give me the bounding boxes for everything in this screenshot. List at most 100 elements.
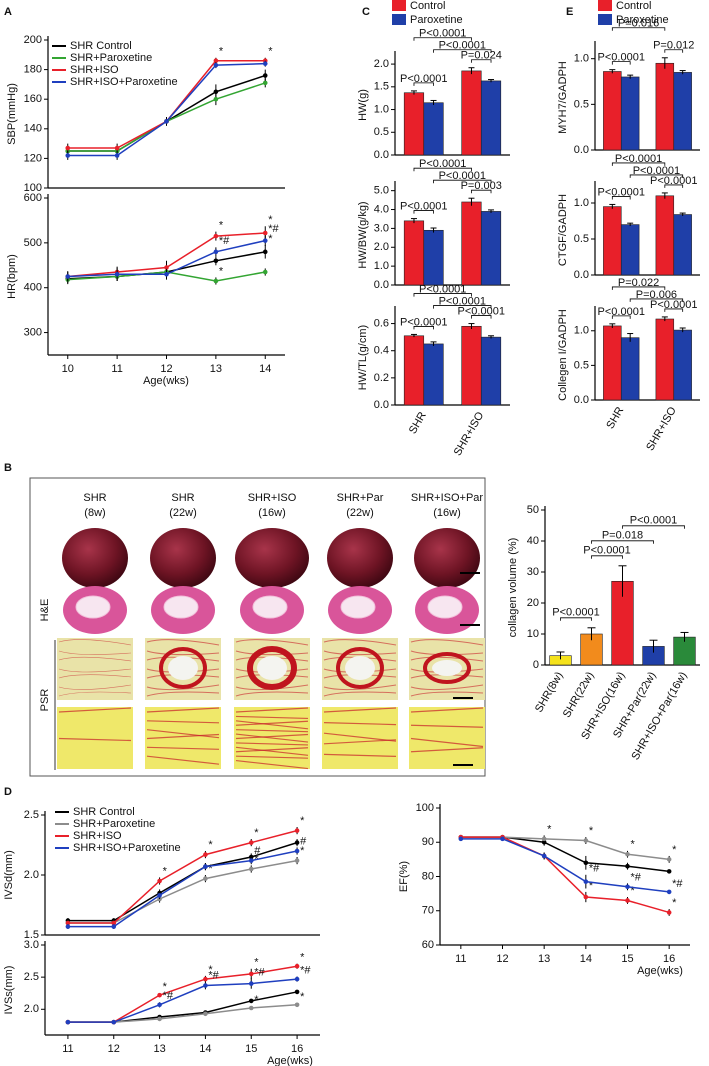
y-tick-label: 30 bbox=[527, 566, 539, 578]
bar bbox=[620, 337, 640, 401]
series-line bbox=[67, 850, 298, 928]
y-tick-label: 0.4 bbox=[374, 345, 389, 357]
point bbox=[583, 894, 589, 900]
significance-label: * bbox=[631, 885, 636, 897]
point bbox=[248, 1005, 254, 1011]
p-value: P=0.018 bbox=[602, 530, 643, 542]
y-axis-label: CTGF/GADPH bbox=[557, 194, 569, 266]
point bbox=[203, 852, 208, 857]
psr-fiber bbox=[146, 639, 220, 646]
psr-fiber bbox=[146, 729, 220, 739]
point bbox=[625, 851, 630, 857]
psr-fiber bbox=[146, 650, 220, 656]
y-tick-label: 3.0 bbox=[374, 222, 389, 234]
psr-fiber bbox=[146, 755, 220, 765]
bar bbox=[673, 329, 692, 401]
legend-label: SHR Control bbox=[70, 40, 132, 52]
point bbox=[213, 62, 219, 68]
significance-label: * bbox=[163, 865, 168, 877]
x-tick-label: SHR+ISO bbox=[644, 405, 679, 453]
row-label: H&E bbox=[39, 599, 51, 622]
y-tick-label: 1.5 bbox=[374, 81, 389, 93]
psr-fiber bbox=[58, 674, 132, 679]
point bbox=[262, 269, 268, 275]
point bbox=[111, 924, 117, 929]
y-tick-label: 0.5 bbox=[374, 126, 389, 138]
psr-fiber bbox=[235, 691, 309, 697]
y-tick-label: 5.0 bbox=[374, 185, 389, 197]
comparison-bracket bbox=[591, 555, 623, 559]
point bbox=[294, 963, 300, 969]
point bbox=[583, 860, 589, 866]
point bbox=[458, 836, 464, 842]
psr-fiber bbox=[146, 733, 220, 740]
bar bbox=[461, 70, 482, 156]
x-tick-label: SHR(8w) bbox=[533, 670, 566, 715]
p-value: P<0.0001 bbox=[439, 295, 486, 307]
comparison-bracket bbox=[433, 179, 492, 184]
point bbox=[666, 910, 672, 915]
psr-vessel-wall bbox=[247, 646, 297, 690]
legend-label: SHR+ISO bbox=[70, 64, 119, 76]
point bbox=[157, 1002, 162, 1008]
significance-label: * bbox=[219, 220, 224, 232]
significance-label: * bbox=[672, 897, 677, 909]
comparison-bracket bbox=[413, 37, 472, 41]
y-tick-label: 0.5 bbox=[574, 98, 589, 110]
x-tick-label: SHR(22w) bbox=[561, 670, 597, 720]
significance-label: * bbox=[300, 845, 305, 857]
p-value: P=0.016 bbox=[618, 18, 659, 30]
point bbox=[262, 230, 268, 236]
point bbox=[164, 119, 169, 124]
p-value: P<0.0001 bbox=[650, 175, 697, 187]
x-tick-label: 14 bbox=[199, 1043, 211, 1055]
point bbox=[294, 840, 300, 845]
y-tick-label: 140 bbox=[24, 123, 42, 135]
p-value: P<0.0001 bbox=[439, 40, 486, 52]
significance-label: * bbox=[672, 844, 677, 856]
psr-vessel-lumen bbox=[432, 660, 462, 676]
psr-fiber bbox=[410, 639, 484, 646]
column-label: (16w) bbox=[258, 507, 286, 519]
psr-fiber bbox=[323, 753, 397, 757]
significance-label: * bbox=[631, 839, 636, 851]
y-tick-label: 20 bbox=[527, 597, 539, 609]
point bbox=[248, 998, 254, 1004]
y-tick-label: 70 bbox=[422, 905, 434, 917]
column-label: SHR+ISO+Par bbox=[411, 492, 483, 504]
point bbox=[213, 89, 219, 95]
psr-fiber bbox=[58, 656, 132, 662]
row-label: PSR bbox=[39, 689, 51, 712]
x-axis-label: Age(wks) bbox=[267, 1055, 313, 1066]
significance-label: *# bbox=[300, 964, 311, 976]
y-tick-label: 2.5 bbox=[24, 809, 39, 821]
column-label: (8w) bbox=[84, 507, 105, 519]
column-label: SHR bbox=[83, 492, 106, 504]
x-tick-label: 12 bbox=[496, 953, 508, 965]
p-value: P<0.0001 bbox=[400, 73, 447, 85]
psr-tissue-image bbox=[57, 707, 133, 769]
significance-label: *# bbox=[254, 966, 265, 978]
comparison-bracket bbox=[611, 162, 666, 166]
y-tick-label: 80 bbox=[422, 870, 434, 882]
bar bbox=[403, 92, 425, 156]
comparison-bracket bbox=[471, 315, 492, 319]
point bbox=[294, 828, 300, 833]
y-tick-label: 300 bbox=[24, 326, 42, 338]
he-lumen bbox=[252, 595, 288, 619]
point bbox=[114, 153, 120, 158]
psr-fiber bbox=[410, 656, 484, 662]
point bbox=[500, 836, 505, 842]
psr-fiber bbox=[235, 639, 309, 646]
y-axis-label: SBP(mmHg) bbox=[6, 83, 18, 145]
bar bbox=[403, 335, 425, 406]
p-value: P=0.006 bbox=[636, 289, 677, 301]
legend-swatch bbox=[392, 14, 406, 25]
significance-label: * bbox=[300, 952, 305, 964]
point bbox=[111, 920, 117, 926]
y-tick-label: 2.5 bbox=[24, 971, 39, 983]
p-value: P<0.0001 bbox=[583, 545, 630, 557]
comparison-bracket bbox=[560, 617, 592, 621]
column-label: SHR+ISO bbox=[248, 492, 297, 504]
bar bbox=[403, 220, 425, 286]
